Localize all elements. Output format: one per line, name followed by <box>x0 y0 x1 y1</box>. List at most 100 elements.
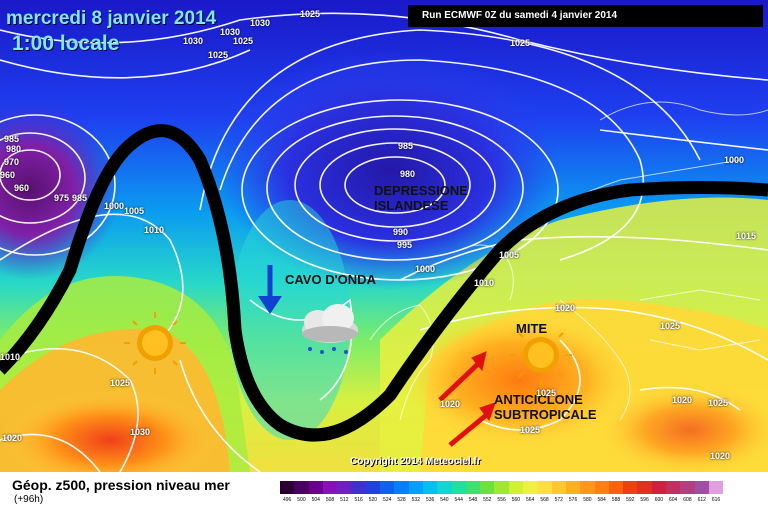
isobar-value: 985 <box>4 134 20 144</box>
isobar-value: 960 <box>0 170 16 180</box>
isobar-value: 1000 <box>415 264 436 274</box>
isobar-value: 1015 <box>736 231 757 241</box>
trough-axis-line <box>0 124 768 442</box>
isobar-value: 1020 <box>2 433 23 443</box>
sun-icon <box>510 324 572 386</box>
weather-map: mercredi 8 janvier 2014 1:00 locale Run … <box>0 0 768 472</box>
isobar-value: 1030 <box>250 18 271 28</box>
scale-swatch <box>565 481 581 494</box>
isobar-value: 1025 <box>110 378 131 388</box>
isobar-value: 960 <box>14 183 30 193</box>
isobar-value: 1010 <box>0 352 21 362</box>
scale-swatch <box>623 481 638 494</box>
scale-swatch <box>480 481 495 494</box>
scale-swatch <box>422 481 438 494</box>
isobar-value: 1005 <box>499 250 520 260</box>
scale-swatch <box>694 481 709 494</box>
scale-tick-label: 584 <box>597 497 606 503</box>
scale-swatch <box>280 481 295 494</box>
isobar-value: 1000 <box>104 201 125 211</box>
scale-tick-label: 588 <box>611 497 621 503</box>
isobar-value: 1020 <box>710 451 731 461</box>
scale-tick-label: 612 <box>697 497 706 503</box>
scale-swatch <box>708 481 724 494</box>
mite-label: MITE <box>516 321 548 336</box>
isobar-value: 995 <box>397 240 413 250</box>
geopotential-field <box>0 0 768 472</box>
scale-swatch <box>408 481 423 494</box>
scale-tick-label: 504 <box>311 497 320 503</box>
isobar-value: 1025 <box>520 425 541 435</box>
scale-tick-label: 568 <box>540 497 549 503</box>
scale-swatch <box>551 481 566 494</box>
isobar-value: 1005 <box>124 206 145 216</box>
scale-swatch <box>351 481 366 494</box>
scale-tick-label: 560 <box>511 497 521 503</box>
isobar-value: 1030 <box>130 427 151 437</box>
scale-swatch <box>294 481 309 494</box>
color-scale <box>280 481 724 494</box>
scale-swatch <box>508 481 524 494</box>
trough-arrow-icon <box>258 265 282 314</box>
isobar-value: 1000 <box>724 155 745 165</box>
isobar-value: 970 <box>4 157 20 167</box>
scale-swatch <box>680 481 695 494</box>
isobar-value: 975 <box>54 193 70 203</box>
scale-swatch <box>308 481 323 494</box>
scale-swatch <box>380 481 395 494</box>
isobar-value: 1010 <box>144 225 165 235</box>
scale-swatch <box>437 481 452 494</box>
scale-tick-label: 552 <box>483 497 492 503</box>
isobar-value: 1025 <box>208 50 229 60</box>
scale-tick-label: 528 <box>397 497 406 503</box>
legend-subtitle: (+96h) <box>14 494 44 505</box>
trough-label: CAVO D'ONDA <box>285 272 376 287</box>
isobar-value: 1025 <box>300 9 321 19</box>
copyright-text: Copyright 2014 Meteociel.fr <box>350 456 481 467</box>
isobar-value: 1025 <box>708 398 729 408</box>
scale-tick-label: 616 <box>711 497 721 503</box>
scale-swatch <box>365 481 381 494</box>
scale-tick-label: 496 <box>282 497 292 503</box>
isobar-value: 1020 <box>672 395 693 405</box>
isobar-value: 1025 <box>510 38 531 48</box>
scale-tick-label: 524 <box>383 497 392 503</box>
scale-tick-label: 508 <box>325 497 335 503</box>
isobar-value: 1025 <box>536 388 557 398</box>
color-scale-labels: 496 500 504 508 512 516 520 524 528 532 536 540 544 5… <box>280 497 723 503</box>
scale-swatch <box>494 481 509 494</box>
scale-tick-label: 500 <box>297 497 306 503</box>
isobar-value: 985 <box>398 141 414 151</box>
isobar-lines <box>0 12 768 472</box>
forecast-date: mercredi 8 janvier 2014 <box>6 8 217 29</box>
scale-swatch <box>666 481 681 494</box>
scale-swatch <box>594 481 609 494</box>
scale-swatch <box>394 481 409 494</box>
scale-tick-label: 580 <box>583 497 592 503</box>
scale-tick-label: 532 <box>411 497 420 503</box>
sun-icon <box>124 312 186 374</box>
scale-swatch <box>608 481 624 494</box>
rain-cloud-icon <box>302 304 358 354</box>
scale-tick-label: 600 <box>654 497 664 503</box>
scale-swatch <box>537 481 552 494</box>
isobar-value: 1025 <box>233 36 254 46</box>
scale-swatch <box>451 481 466 494</box>
isobar-value: 980 <box>400 169 416 179</box>
scale-swatch <box>465 481 481 494</box>
scale-tick-label: 576 <box>568 497 578 503</box>
scale-tick-label: 512 <box>340 497 349 503</box>
run-info-banner: Run ECMWF 0Z du samedi 4 janvier 2014 <box>408 5 763 27</box>
scale-swatch <box>637 481 652 494</box>
warm-advection-arrows-icon <box>438 351 496 447</box>
scale-tick-label: 572 <box>554 497 563 503</box>
depression-label: DEPRESSIONE ISLANDESE <box>374 183 468 213</box>
scale-tick-label: 556 <box>497 497 506 503</box>
scale-tick-label: 604 <box>668 497 678 503</box>
anticyclone-label: ANTICICLONE SUBTROPICALE <box>494 392 597 422</box>
legend-title: Géop. z500, pression niveau mer <box>12 477 230 493</box>
isobar-value: 1030 <box>183 36 204 46</box>
scale-swatch <box>322 481 338 494</box>
scale-tick-label: 536 <box>425 497 435 503</box>
scale-tick-label: 520 <box>368 497 378 503</box>
